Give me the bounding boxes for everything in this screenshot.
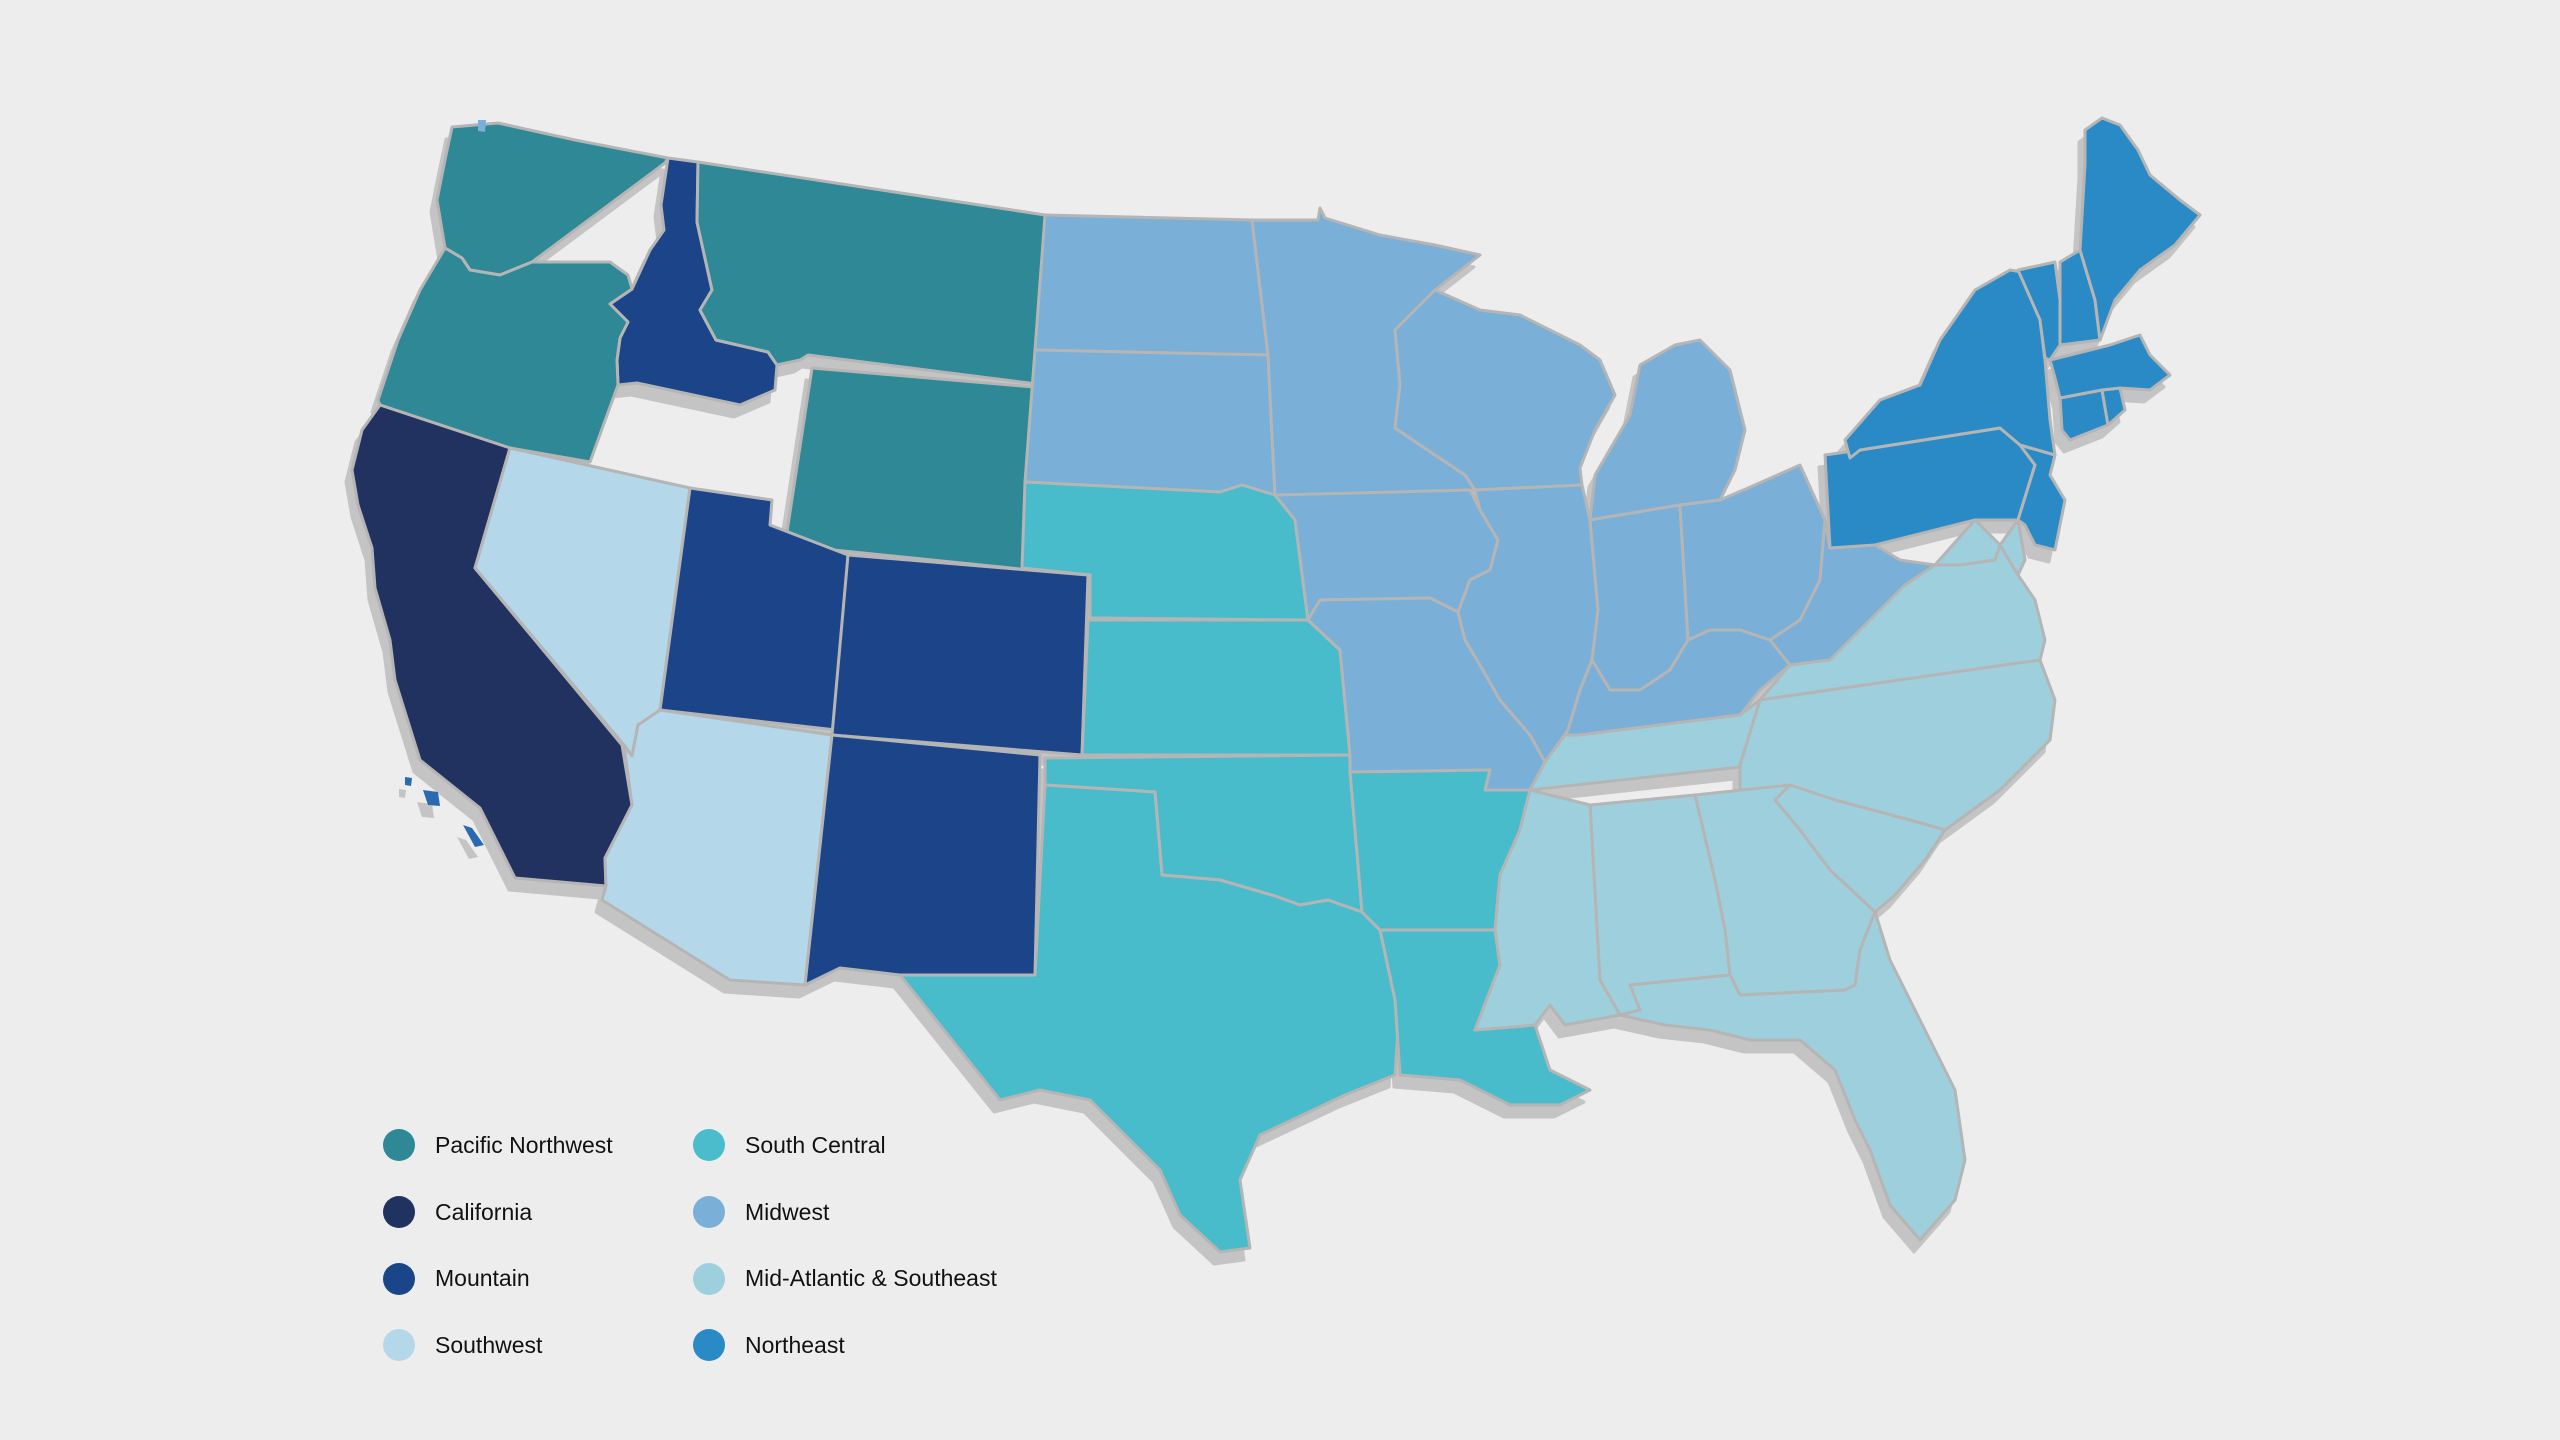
legend-item-midwest: Midwest <box>693 1179 1093 1246</box>
legend-item-southwest: Southwest <box>383 1312 693 1379</box>
legend-swatch-northeast <box>693 1329 725 1362</box>
legend-item-south-central: South Central <box>693 1112 1093 1179</box>
state-md <box>1933 518 2002 567</box>
legend-label: Mountain <box>435 1265 530 1292</box>
state-ma <box>2048 333 2172 400</box>
state-co <box>830 553 1090 757</box>
legend-swatch-southwest <box>383 1329 415 1362</box>
state-az <box>600 708 834 987</box>
state-nj <box>2016 443 2067 552</box>
island-1 <box>405 777 412 786</box>
legend-swatch-mid-atlantic-southeast <box>693 1262 725 1295</box>
state-tx <box>898 783 1402 1254</box>
legend-item-mountain: Mountain <box>383 1245 693 1312</box>
legend-label: Southwest <box>435 1331 543 1358</box>
legend-swatch-mountain <box>383 1262 415 1295</box>
state-fl <box>1618 910 1967 1242</box>
legend-swatch-midwest <box>693 1196 725 1229</box>
legend-item-pacific-northwest: Pacific Northwest <box>383 1112 693 1179</box>
state-nm <box>803 733 1042 987</box>
legend-swatch-south-central <box>693 1129 725 1162</box>
state-mi <box>1588 338 1747 522</box>
legend-swatch-pacific-northwest <box>383 1129 415 1162</box>
state-sd <box>1023 348 1277 497</box>
state-or <box>376 246 634 464</box>
state-me <box>2078 116 2202 342</box>
legend-swatch-california <box>383 1196 415 1229</box>
legend-label: South Central <box>745 1131 886 1158</box>
legend-label: California <box>435 1198 533 1225</box>
state-ms <box>1473 788 1622 1032</box>
island-3 <box>463 825 484 847</box>
map-legend: Pacific Northwest California Mountain South… <box>383 1112 1103 1362</box>
state-wa <box>435 121 670 277</box>
legend-item-california: California <box>383 1179 693 1246</box>
legend-label: Midwest <box>745 1198 830 1225</box>
state-nd <box>1033 213 1270 357</box>
island-4 <box>478 120 486 132</box>
state-vt <box>2016 260 2062 362</box>
legend-item-mid-atlantic-southeast: Mid-Atlantic & Southeast <box>693 1245 1093 1312</box>
state-ny <box>1843 268 2057 460</box>
legend-item-northeast: Northeast <box>693 1312 1093 1379</box>
state-de <box>1998 518 2027 577</box>
state-wy <box>783 366 1047 572</box>
legend-label: Northeast <box>745 1331 845 1358</box>
state-ks <box>1080 618 1352 757</box>
island-2 <box>423 790 440 806</box>
legend-label: Pacific Northwest <box>435 1131 613 1158</box>
legend-label: Mid-Atlantic & Southeast <box>745 1265 997 1292</box>
state-wi <box>1393 288 1617 492</box>
